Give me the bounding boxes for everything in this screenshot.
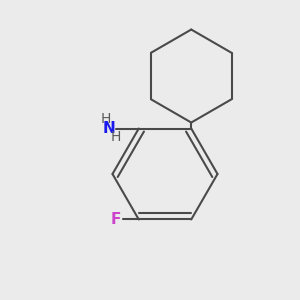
Text: H: H	[100, 112, 111, 126]
Text: H: H	[111, 130, 122, 144]
Text: F: F	[111, 212, 122, 227]
Text: N: N	[102, 121, 115, 136]
